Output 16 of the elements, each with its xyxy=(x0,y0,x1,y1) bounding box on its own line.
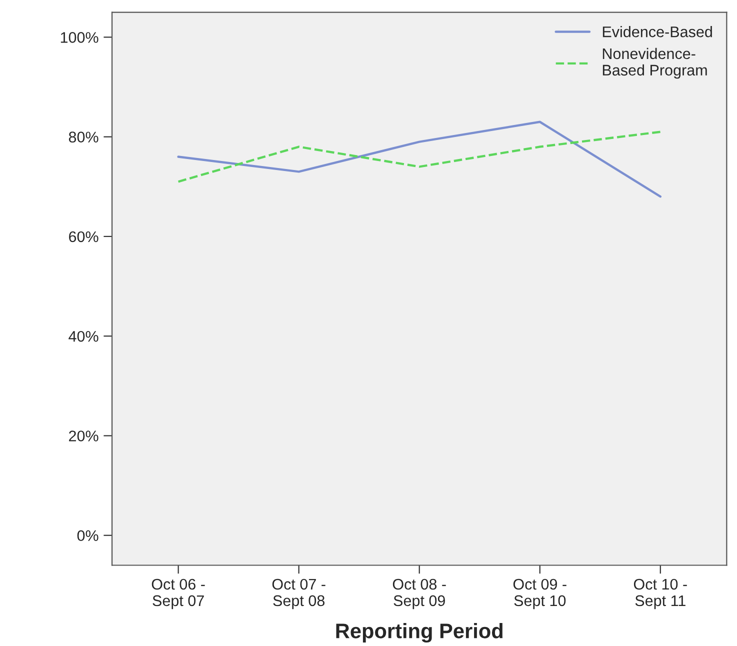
y-tick-label: 60% xyxy=(69,231,98,242)
y-tick-label: 40% xyxy=(68,330,98,342)
line-series xyxy=(177,130,662,183)
x-axis-title: Reporting Period xyxy=(336,623,502,643)
line-series xyxy=(177,120,662,198)
y-tick-label: 0% xyxy=(77,530,98,542)
legend-label: Evidence-Based xyxy=(602,26,712,38)
legend-label: Nonevidence- Based Program xyxy=(602,48,707,79)
x-tick-label: Oct 07 - Sept 08 xyxy=(272,578,326,610)
y-tick-label: 100% xyxy=(60,32,98,43)
x-tick-label: Oct 10 - Sept 11 xyxy=(634,578,687,610)
y-tick-label: 20% xyxy=(69,430,98,442)
y-tick-label: 80% xyxy=(68,132,98,143)
x-tick-label: Oct 08 - Sept 09 xyxy=(392,578,446,610)
x-tick-label: Oct 06 - Sept 07 xyxy=(152,578,205,610)
x-tick-label: Oct 09 - Sept 10 xyxy=(513,578,566,610)
